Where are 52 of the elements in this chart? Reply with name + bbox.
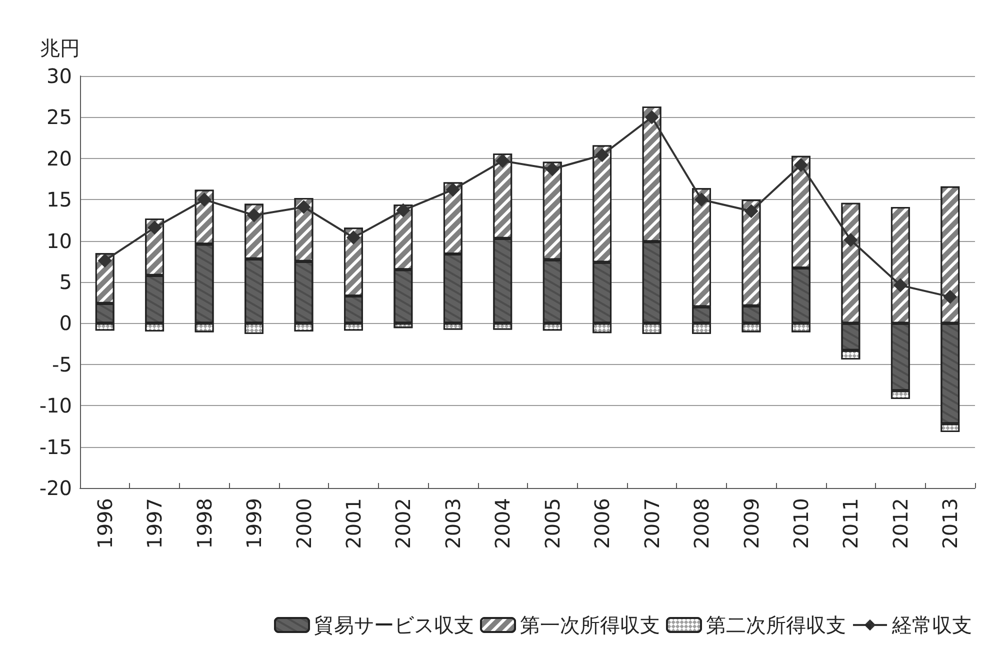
point: [197, 192, 212, 207]
y-tick-label: -20: [39, 476, 72, 500]
y-tick-label: 10: [46, 228, 72, 253]
x-tick-label: 1997: [142, 498, 167, 549]
x-tick-label: 2006: [590, 498, 614, 549]
point: [496, 154, 510, 168]
x-tick-label: 2009: [739, 498, 764, 549]
point: [545, 162, 560, 176]
point: [98, 254, 112, 268]
point: [396, 203, 410, 218]
y-tick-label: -10: [39, 394, 72, 418]
y-axis-title: 兆円: [40, 36, 80, 60]
point: [644, 110, 659, 124]
point: [794, 158, 808, 172]
x-tick-label: 2000: [292, 498, 316, 549]
x-tick-label: 2007: [640, 498, 664, 549]
point: [893, 278, 908, 292]
y-tick-label: -5: [52, 352, 72, 376]
y-tick-label: 25: [46, 105, 72, 130]
x-tick-label: 2012: [888, 498, 912, 549]
y-tick-label: 30: [46, 64, 72, 88]
x-tick-label: 2002: [391, 498, 416, 549]
point: [844, 232, 858, 247]
x-tick-label: 2001: [341, 498, 366, 549]
y-tick-label: 0: [59, 311, 72, 336]
point: [446, 182, 460, 197]
point: [296, 200, 311, 214]
point: [148, 220, 162, 235]
y-tick-label: -15: [39, 434, 72, 459]
x-tick-label: 1999: [242, 498, 266, 549]
x-tick-label: 2011: [838, 498, 863, 549]
point: [247, 208, 262, 222]
x-tick-label: 2008: [690, 498, 714, 549]
x-tick-label: 2003: [440, 498, 465, 549]
y-tick-label: 20: [46, 146, 72, 170]
point: [595, 148, 610, 162]
x-tick-label: 2013: [938, 498, 962, 549]
x-tick-label: 2004: [490, 498, 515, 549]
point: [346, 230, 360, 245]
legend-label: 第一次所得収支: [520, 613, 660, 637]
x-tick-label: 2010: [788, 498, 813, 549]
y-tick-label: 15: [46, 188, 72, 212]
legend-label: 貿易サービス収支: [314, 613, 474, 637]
y-tick-label: 5: [59, 270, 72, 294]
legend-label: 経常収支: [891, 613, 972, 637]
x-tick-label: 2005: [540, 498, 564, 549]
point: [694, 192, 709, 207]
x-tick-label: 1998: [192, 498, 216, 549]
x-tick-label: 1996: [92, 498, 117, 549]
legend-label: 第二次所得収支: [706, 613, 846, 637]
point: [943, 290, 958, 304]
point: [744, 204, 758, 218]
